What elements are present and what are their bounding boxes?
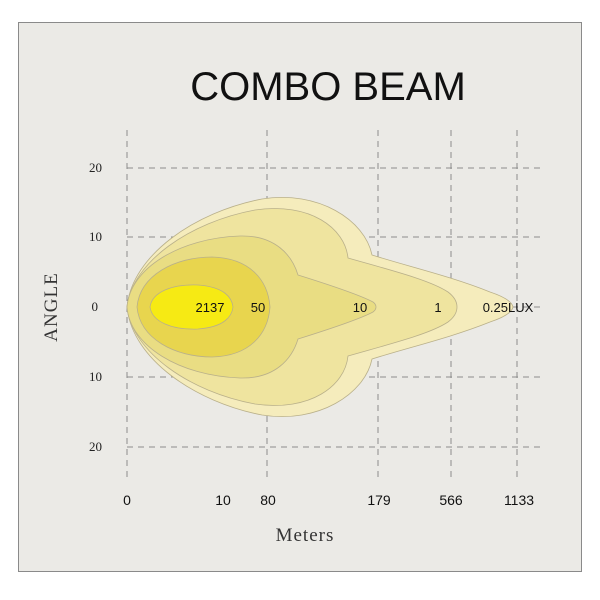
lux-label: 10 bbox=[353, 300, 367, 315]
x-tick-label: 1133 bbox=[504, 492, 534, 508]
x-axis-label: Meters bbox=[276, 525, 335, 546]
x-tick-label: 179 bbox=[367, 492, 391, 508]
x-tick-label: 0 bbox=[123, 492, 131, 508]
y-tick-label: 20 bbox=[89, 439, 102, 454]
x-tick-label: 566 bbox=[439, 492, 463, 508]
lux-labels: 2137 50 10 1 0.25LUX bbox=[196, 300, 534, 315]
beam-zones bbox=[126, 197, 514, 417]
lux-label: 1 bbox=[434, 300, 441, 315]
y-tick-label: 0 bbox=[92, 299, 99, 314]
x-tick-label: 10 bbox=[215, 492, 231, 508]
x-tick-label: 80 bbox=[260, 492, 276, 508]
chart-title: COMBO BEAM bbox=[190, 65, 466, 109]
lux-label: 2137 bbox=[196, 300, 225, 315]
y-axis-ticks: 20 10 0 10 20 bbox=[89, 160, 102, 454]
x-axis-ticks: 0 10 80 179 566 1133 bbox=[123, 492, 534, 508]
y-tick-label: 20 bbox=[89, 160, 102, 175]
zone-2137lux bbox=[149, 284, 234, 330]
y-axis-label: ANGLE bbox=[41, 272, 62, 341]
y-tick-label: 10 bbox=[89, 229, 102, 244]
lux-label: 0.25LUX bbox=[483, 300, 534, 315]
lux-label: 50 bbox=[251, 300, 265, 315]
y-tick-label: 10 bbox=[89, 369, 102, 384]
